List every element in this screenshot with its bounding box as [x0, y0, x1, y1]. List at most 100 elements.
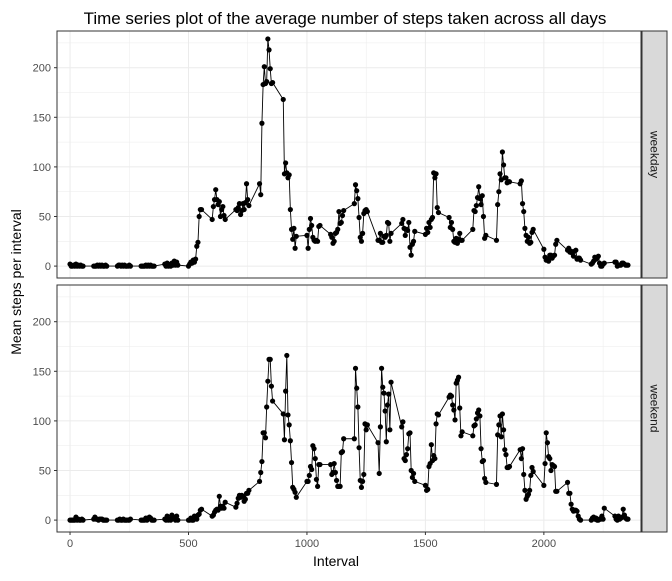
data-point — [553, 241, 559, 247]
data-point — [352, 182, 359, 188]
data-point — [380, 384, 386, 390]
data-point — [80, 517, 86, 523]
data-point — [472, 208, 478, 215]
data-point — [376, 470, 382, 477]
data-point — [432, 175, 438, 181]
data-point — [198, 206, 205, 213]
data-point — [620, 506, 626, 512]
data-point — [544, 440, 551, 446]
data-point — [315, 483, 321, 489]
data-point — [341, 436, 347, 442]
data-point — [402, 232, 408, 238]
data-point — [479, 193, 485, 199]
data-point — [281, 437, 288, 443]
data-point — [476, 184, 482, 190]
data-point — [265, 378, 271, 384]
data-point — [354, 385, 360, 391]
data-point — [530, 468, 536, 475]
data-point — [483, 232, 489, 238]
data-point — [258, 469, 264, 476]
data-point — [242, 496, 248, 502]
x-tick-label: 0 — [67, 538, 73, 550]
data-point — [412, 478, 418, 485]
data-point — [195, 239, 201, 245]
data-point — [506, 179, 513, 185]
data-point — [290, 236, 296, 242]
data-point — [522, 225, 528, 231]
data-point — [286, 422, 292, 428]
data-point — [551, 463, 558, 470]
data-point — [267, 66, 273, 72]
data-point — [384, 402, 391, 408]
data-point — [363, 427, 369, 433]
data-point — [506, 463, 513, 470]
data-point — [388, 379, 394, 385]
x-tick-label: 1500 — [413, 538, 437, 550]
data-point — [528, 472, 534, 479]
data-point — [221, 212, 227, 219]
data-point — [306, 226, 312, 232]
y-tick-label: 50 — [39, 211, 51, 223]
data-point — [525, 491, 532, 497]
data-point — [333, 477, 340, 484]
data-point — [410, 470, 417, 477]
data-point — [518, 178, 524, 184]
facet-strip — [641, 30, 668, 279]
data-point — [470, 433, 476, 439]
data-point — [194, 243, 200, 249]
data-point — [358, 238, 365, 244]
data-point — [361, 471, 367, 478]
data-point — [493, 237, 500, 243]
data-point — [457, 405, 463, 411]
data-point — [400, 419, 406, 425]
data-point — [235, 204, 241, 211]
data-point — [435, 209, 442, 216]
data-point — [459, 429, 465, 435]
data-point — [355, 404, 361, 410]
data-point — [427, 224, 433, 231]
data-point — [595, 253, 601, 259]
data-point — [364, 208, 370, 215]
data-point — [519, 446, 526, 452]
data-point — [174, 513, 180, 519]
data-point — [448, 393, 455, 399]
data-point — [222, 499, 228, 505]
data-point — [450, 226, 456, 232]
data-point — [455, 374, 462, 380]
data-point — [291, 225, 297, 231]
data-point — [410, 238, 417, 244]
data-point — [315, 238, 321, 244]
data-point — [313, 476, 320, 483]
data-point — [196, 213, 202, 220]
data-point — [574, 508, 580, 514]
data-point — [570, 253, 577, 259]
data-point — [478, 446, 484, 452]
data-point — [355, 196, 361, 202]
data-point — [220, 203, 226, 210]
data-point — [280, 96, 286, 103]
data-point — [267, 356, 273, 362]
data-point — [388, 230, 394, 236]
panel-border — [56, 30, 642, 279]
data-point — [522, 487, 528, 493]
data-point — [493, 481, 500, 487]
data-point — [262, 435, 269, 441]
data-point — [428, 442, 434, 448]
data-point — [256, 181, 263, 187]
data-point — [246, 487, 252, 493]
series-points-weekday — [67, 36, 631, 269]
data-point — [407, 430, 413, 436]
data-point — [480, 457, 487, 464]
data-point — [425, 229, 431, 235]
data-point — [457, 230, 463, 236]
data-point — [375, 440, 381, 446]
x-tick-label: 500 — [179, 538, 197, 550]
y-tick-label: 100 — [33, 416, 51, 428]
data-point — [292, 489, 298, 495]
data-point — [354, 188, 360, 194]
y-tick-label: 150 — [33, 112, 51, 124]
data-point — [503, 452, 509, 458]
data-point — [498, 434, 504, 440]
data-point — [264, 404, 270, 410]
data-point — [339, 212, 346, 219]
